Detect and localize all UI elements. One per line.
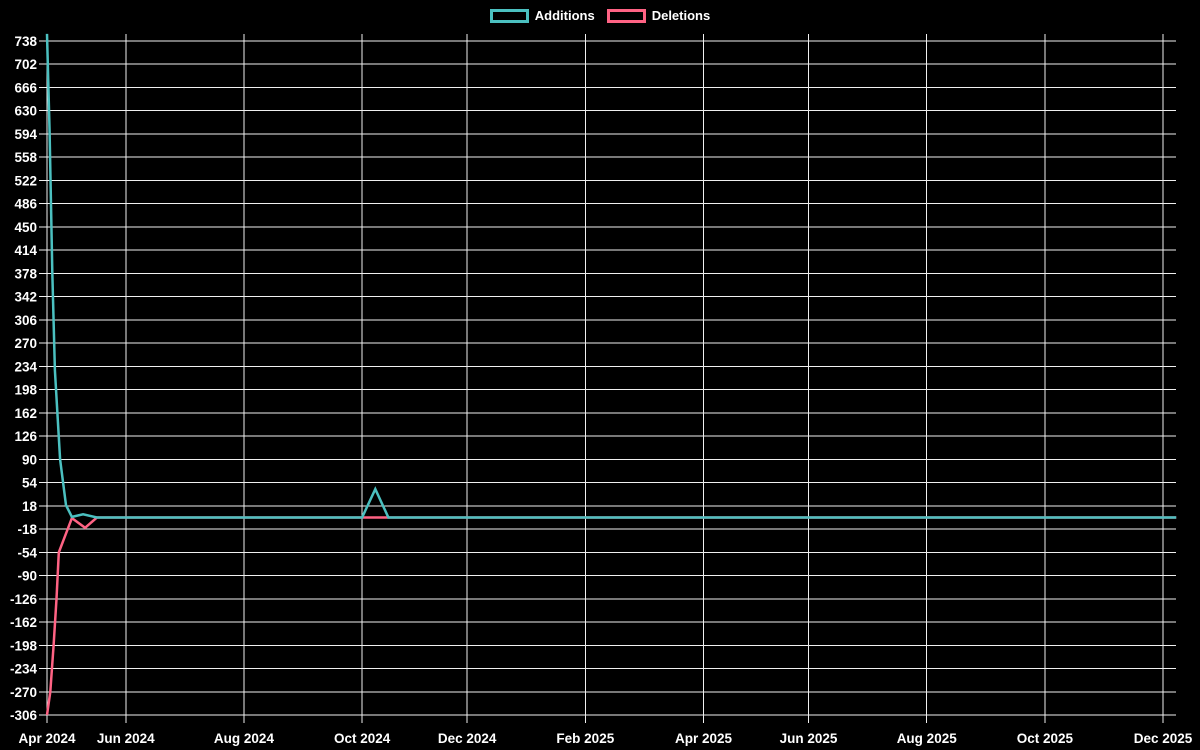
additions-swatch-icon <box>489 9 529 23</box>
y-tick-label: 738 <box>14 34 37 49</box>
x-tick-label: Apr 2024 <box>18 731 76 746</box>
x-tick-label: Feb 2025 <box>556 731 614 746</box>
legend-item-additions[interactable]: Additions <box>489 8 595 24</box>
y-tick-label: 630 <box>14 104 37 119</box>
y-tick-label: 18 <box>22 499 38 514</box>
y-tick-label: 558 <box>14 150 37 165</box>
series-additions-line <box>45 33 1177 519</box>
y-tick-label: 378 <box>14 266 37 281</box>
y-tick-label: 522 <box>14 173 37 188</box>
deletions-swatch-icon <box>606 9 646 23</box>
y-tick-label: -234 <box>10 662 38 677</box>
legend-label-additions: Additions <box>534 8 595 23</box>
y-tick-label: -306 <box>10 708 38 723</box>
x-tick-label: Jun 2024 <box>97 731 155 746</box>
x-tick-label: Aug 2024 <box>214 731 275 746</box>
y-tick-label: 90 <box>22 452 37 467</box>
y-tick-label: 54 <box>22 476 38 491</box>
y-tick-label: 486 <box>14 197 37 212</box>
x-tick-label: Dec 2024 <box>438 731 497 746</box>
y-tick-label: 126 <box>14 429 37 444</box>
y-tick-label: -126 <box>10 592 38 607</box>
y-tick-label: -270 <box>10 685 37 700</box>
x-tick-label: Jun 2025 <box>780 731 838 746</box>
y-tick-label: 342 <box>14 290 37 305</box>
chart-legend: Additions Deletions <box>0 8 1200 24</box>
y-tick-label: 594 <box>14 127 37 142</box>
x-tick-label: Apr 2025 <box>675 731 733 746</box>
y-tick-label: 702 <box>14 57 37 72</box>
y-tick-label: 162 <box>14 406 37 421</box>
x-tick-label: Dec 2025 <box>1134 731 1193 746</box>
y-tick-label: 198 <box>14 383 37 398</box>
y-tick-label: 666 <box>14 80 37 95</box>
legend-label-deletions: Deletions <box>651 8 711 23</box>
x-tick-label: Aug 2025 <box>897 731 958 746</box>
y-tick-label: 414 <box>14 243 37 258</box>
x-tick-label: Oct 2025 <box>1017 731 1074 746</box>
y-tick-label: 234 <box>14 359 37 374</box>
y-tick-label: -18 <box>17 522 37 537</box>
y-tick-label: -198 <box>10 638 38 653</box>
y-tick-label: -54 <box>17 545 37 560</box>
y-tick-label: 306 <box>14 313 37 328</box>
y-tick-label: 450 <box>14 220 37 235</box>
y-tick-label: -162 <box>10 615 37 630</box>
x-tick-label: Oct 2024 <box>334 731 391 746</box>
legend-item-deletions[interactable]: Deletions <box>606 8 711 24</box>
y-tick-label: 270 <box>14 336 37 351</box>
series-deletions-line <box>45 516 1177 716</box>
y-tick-label: -90 <box>17 569 37 584</box>
